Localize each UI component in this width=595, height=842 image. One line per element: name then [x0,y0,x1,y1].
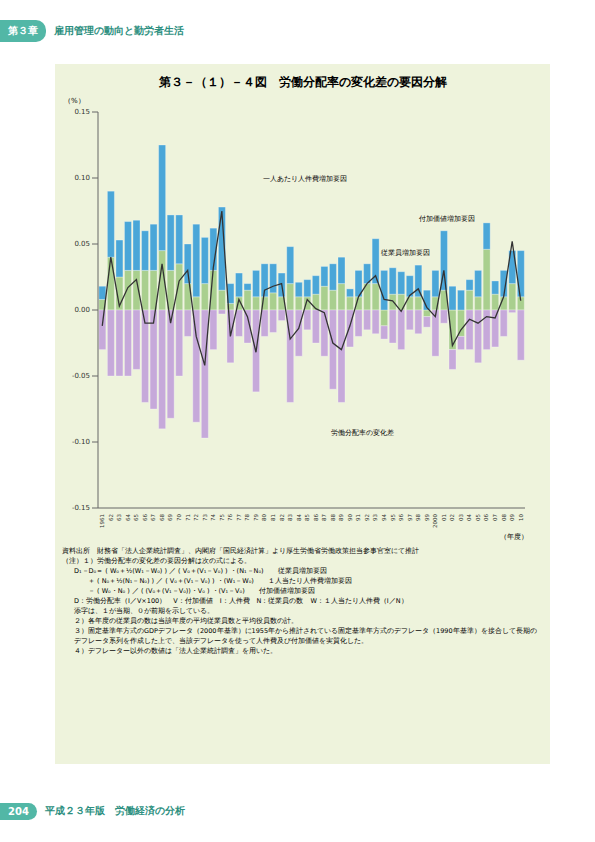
svg-text:75: 75 [219,514,225,521]
svg-text:71: 71 [185,514,191,521]
svg-text:10: 10 [518,514,524,521]
svg-text:81: 81 [270,514,276,521]
svg-text:0.10: 0.10 [74,174,90,182]
svg-text:94: 94 [381,514,387,521]
svg-text:64: 64 [125,514,131,521]
html-text:一人あたり人件費増加要因: 一人あたり人件費増加要因 [263,175,347,183]
svg-text:05: 05 [475,514,481,521]
svg-text:96: 96 [398,514,404,521]
html-text:資料出所 財務省「法人企業統計調査」、内閣府「国民経済計算」: 資料出所 財務省「法人企業統計調査」、内閣府「国民経済計算」より厚生労働省労働政… [62,547,419,555]
svg-text:84: 84 [296,514,302,521]
svg-text:69: 69 [167,514,173,521]
svg-text:08: 08 [501,514,507,521]
svg-text:79: 79 [253,514,259,521]
svg-text:86: 86 [313,514,319,521]
svg-text:-0.15: -0.15 [72,504,90,512]
html-text:３）固定基準年方式のGDPデフレータ（2000年基準）に19: ３）固定基準年方式のGDPデフレータ（2000年基準）に1955年から推計されて… [74,627,537,645]
html-text:雇用管理の動向と勤労者生活: 雇用管理の動向と勤労者生活 [54,25,184,36]
html-text:第３章: 第３章 [8,25,38,36]
svg-text:06: 06 [483,514,489,521]
html-text:２）各年度の従業員の数は当該年度の平均従業員数と平均役員数の: ２）各年度の従業員の数は当該年度の平均従業員数と平均役員数の計。 [74,617,298,625]
html-text:204: 204 [8,805,29,817]
svg-text:66: 66 [142,514,148,521]
svg-text:83: 83 [287,514,293,521]
svg-text:07: 07 [492,514,498,521]
svg-text:0.15: 0.15 [74,108,90,116]
svg-text:01: 01 [441,514,447,521]
svg-text:80: 80 [261,514,267,521]
html-text:D：労働分配率（I／V×100） V：付加価値 I：人件費: D：労働分配率（I／V×100） V：付加価値 I：人件費 N：従業員の数 W：… [74,597,408,605]
svg-text:88: 88 [330,514,336,521]
svg-text:09: 09 [509,514,515,521]
svg-text:77: 77 [236,514,242,521]
svg-text:03: 03 [458,514,464,521]
svg-text:62: 62 [108,514,114,521]
svg-text:67: 67 [150,514,156,521]
svg-text:97: 97 [407,514,413,521]
html-text:平成２３年版 労働経済の分析: 平成２３年版 労働経済の分析 [44,805,185,816]
svg-text:95: 95 [390,514,396,521]
svg-text:93: 93 [372,514,378,521]
html-text:４）デフレーター以外の数値は「法人企業統計調査」を用いた。: ４）デフレーター以外の数値は「法人企業統計調査」を用いた。 [74,647,277,655]
svg-text:82: 82 [279,514,285,521]
svg-text:73: 73 [202,514,208,521]
html-text:D₁－D₀＝ ( W₀＋½(W₁－W₀) ) ／ ( V₀＋: D₁－D₀＝ ( W₀＋½(W₁－W₀) ) ／ ( V₀＋(V₁－V₀) ) … [74,567,327,575]
svg-text:85: 85 [304,514,310,521]
html-text:従業員増加要因: 従業員増加要因 [381,249,430,257]
svg-text:92: 92 [364,514,370,521]
svg-text:1961: 1961 [99,514,105,528]
svg-text:72: 72 [193,514,199,521]
svg-text:99: 99 [424,514,430,521]
html-text:＋ ( N₀＋½(N₁－N₀) ) ／ ( V₀＋(V₁－V: ＋ ( N₀＋½(N₁－N₀) ) ／ ( V₀＋(V₁－V₀) ) ・(W₁－… [74,577,352,585]
svg-text:-0.10: -0.10 [72,438,90,446]
svg-text:68: 68 [159,514,165,521]
html-text:（注）１）労働分配率の変化差の要因分解は次の式による。: （注）１）労働分配率の変化差の要因分解は次の式による。 [62,557,251,565]
html-text:（年度）: （年度） [500,533,528,541]
html-text:－ ( W₀・N₀ ) ／ ( (V₀＋(V₁－V₀))・V: － ( W₀・N₀ ) ／ ( (V₀＋(V₁－V₀))・V₀ ) ・(V₁－V… [74,587,315,595]
svg-text:65: 65 [133,514,139,521]
html-text:付加価値増加要因: 付加価値増加要因 [419,215,475,223]
svg-text:91: 91 [355,514,361,521]
svg-text:-0.05: -0.05 [72,372,90,380]
svg-text:0.00: 0.00 [74,306,90,314]
svg-text:98: 98 [415,514,421,521]
svg-text:74: 74 [210,514,216,521]
svg-text:04: 04 [466,514,472,521]
html-text:労働分配率の変化差: 労働分配率の変化差 [331,429,394,437]
html-text:添字は、１が当期、０が前期を示している。: 添字は、１が当期、０が前期を示している。 [74,607,214,615]
svg-text:87: 87 [321,514,327,521]
svg-text:2000: 2000 [432,514,438,528]
svg-text:90: 90 [347,514,353,521]
html-text:第３－（１）－４図 労働分配率の変化差の要因分解: 第３－（１）－４図 労働分配率の変化差の要因分解 [158,75,447,89]
svg-text:78: 78 [244,514,250,521]
svg-text:63: 63 [116,514,122,521]
svg-text:02: 02 [449,514,455,521]
svg-text:70: 70 [176,514,182,521]
svg-text:76: 76 [227,514,233,521]
svg-text:89: 89 [338,514,344,521]
svg-text:0.05: 0.05 [74,240,90,248]
